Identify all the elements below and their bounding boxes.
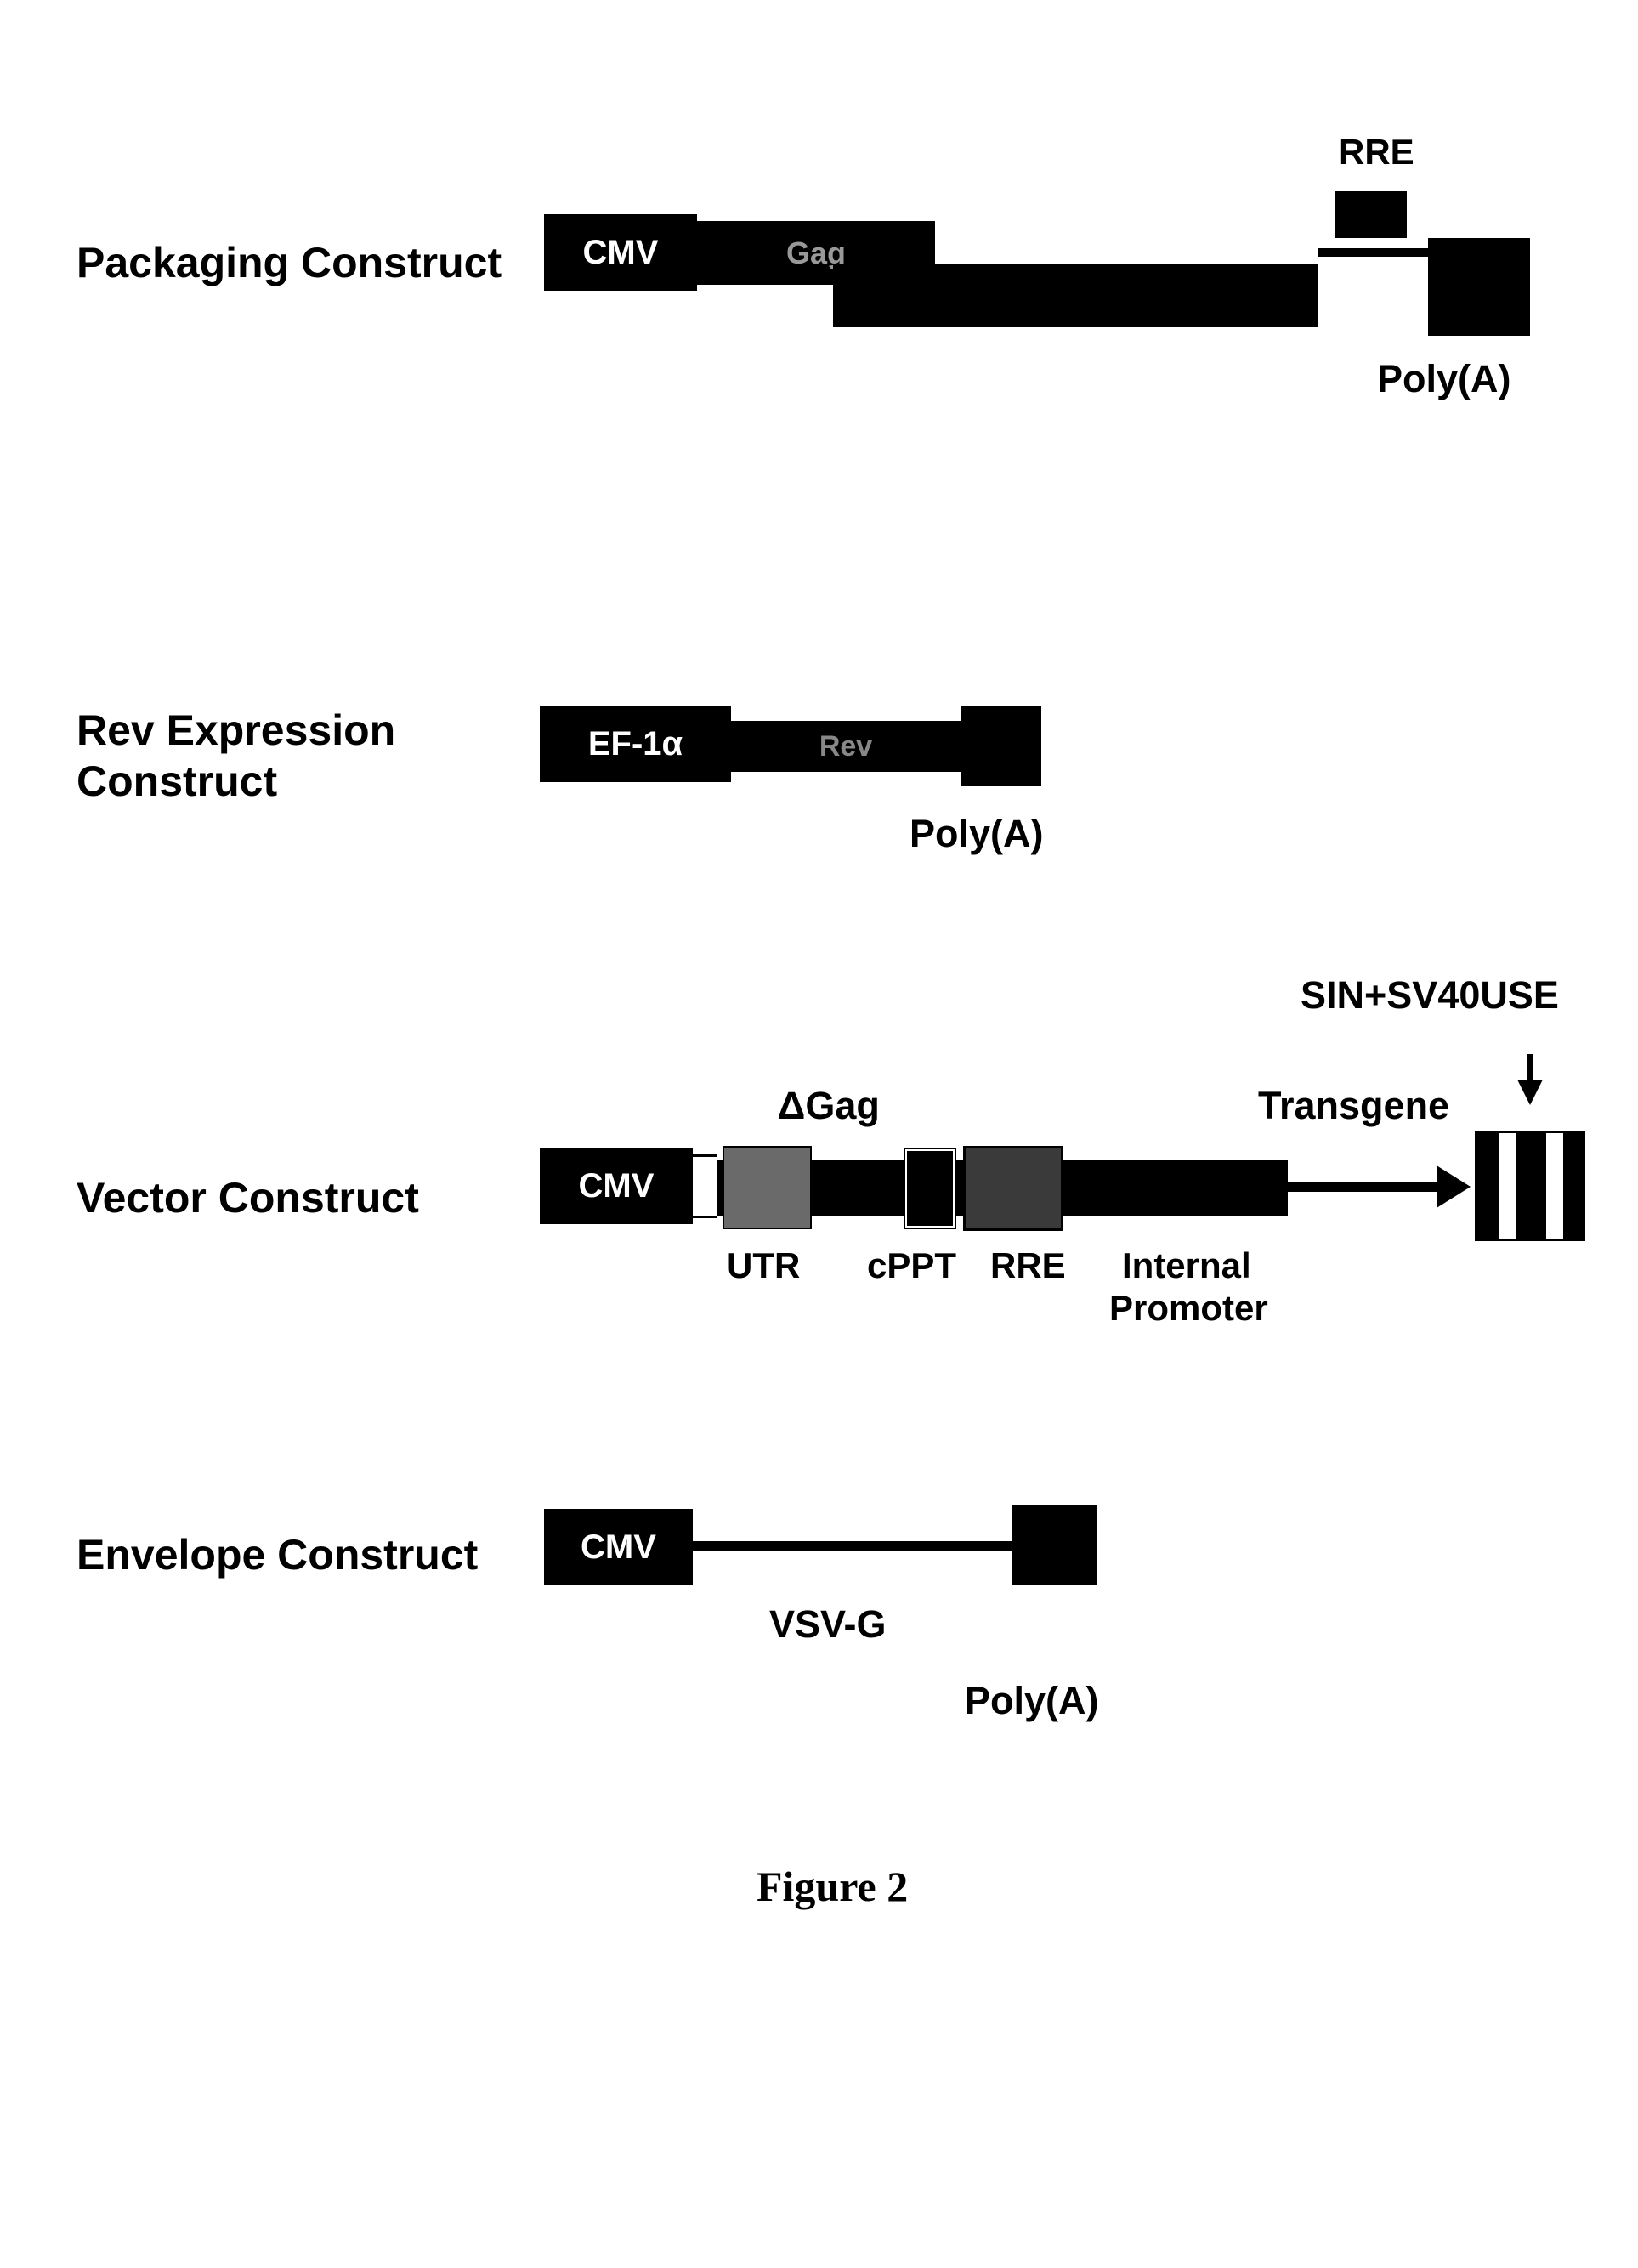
sin-stripe-2 [1499,1131,1516,1241]
vector-down-arrow-stem [1527,1054,1533,1080]
vector-down-arrow-head [1517,1080,1543,1105]
vector-cppt-block [905,1149,955,1228]
vector-rre-block [963,1146,1063,1231]
vector-sin-label: SIN+SV40USE [1301,973,1559,1018]
rev-text: Rev [819,730,872,763]
rev-polya-block [961,706,1041,786]
vector-transgene-label: Transgene [1258,1084,1449,1128]
vector-promoter-box: CMV [540,1148,693,1224]
sin-stripe-4 [1546,1131,1563,1241]
envelope-polya-label: Poly(A) [965,1679,1099,1723]
vector-rre-label: RRE [990,1245,1066,1286]
sin-stripe-5 [1563,1131,1585,1241]
vector-sin-box [1475,1131,1585,1241]
envelope-promoter-box: CMV [544,1509,693,1585]
rev-promoter-text: EF-1α [588,725,683,763]
rev-construct-label-2: Construct [77,757,277,806]
figure-label: Figure 2 [757,1862,908,1911]
packaging-construct-label: Packaging Construct [77,238,502,287]
packaging-pol-block [833,264,1318,327]
vector-internal-label-2: Promoter [1109,1288,1268,1329]
sin-stripe-3 [1516,1131,1546,1241]
sin-stripe-1 [1475,1131,1499,1241]
vector-promoter-text: CMV [579,1167,655,1205]
rev-polya-label: Poly(A) [910,812,1044,856]
packaging-polya-block [1428,238,1530,336]
envelope-promoter-text: CMV [581,1528,656,1567]
rev-block: Rev [731,721,961,772]
vector-cppt-label: cPPT [867,1245,956,1286]
envelope-vsvg-label: VSV-G [769,1602,887,1647]
vector-transgene-arrow-head [1437,1165,1471,1208]
vector-transgene-arrow-line [1288,1182,1437,1192]
vector-internal-label-1: Internal [1122,1245,1251,1286]
vector-construct-label: Vector Construct [77,1173,419,1222]
vector-utr-label: UTR [727,1245,800,1286]
packaging-promoter-text: CMV [583,234,659,272]
packaging-promoter-box: CMV [544,214,697,291]
vector-dgag-label: ΔGag [778,1084,880,1128]
packaging-rre-block [1335,191,1407,238]
packaging-polya-label: Poly(A) [1377,357,1511,401]
envelope-construct-label: Envelope Construct [77,1530,478,1579]
packaging-rre-connector [1318,248,1428,257]
vector-white-gap [693,1154,717,1218]
rev-promoter-box: EF-1α [540,706,731,782]
vector-utr-block [723,1146,812,1229]
rev-construct-label-1: Rev Expression [77,706,395,755]
envelope-line [693,1541,1012,1551]
packaging-rre-label: RRE [1339,132,1414,173]
envelope-polya-block [1012,1505,1097,1585]
